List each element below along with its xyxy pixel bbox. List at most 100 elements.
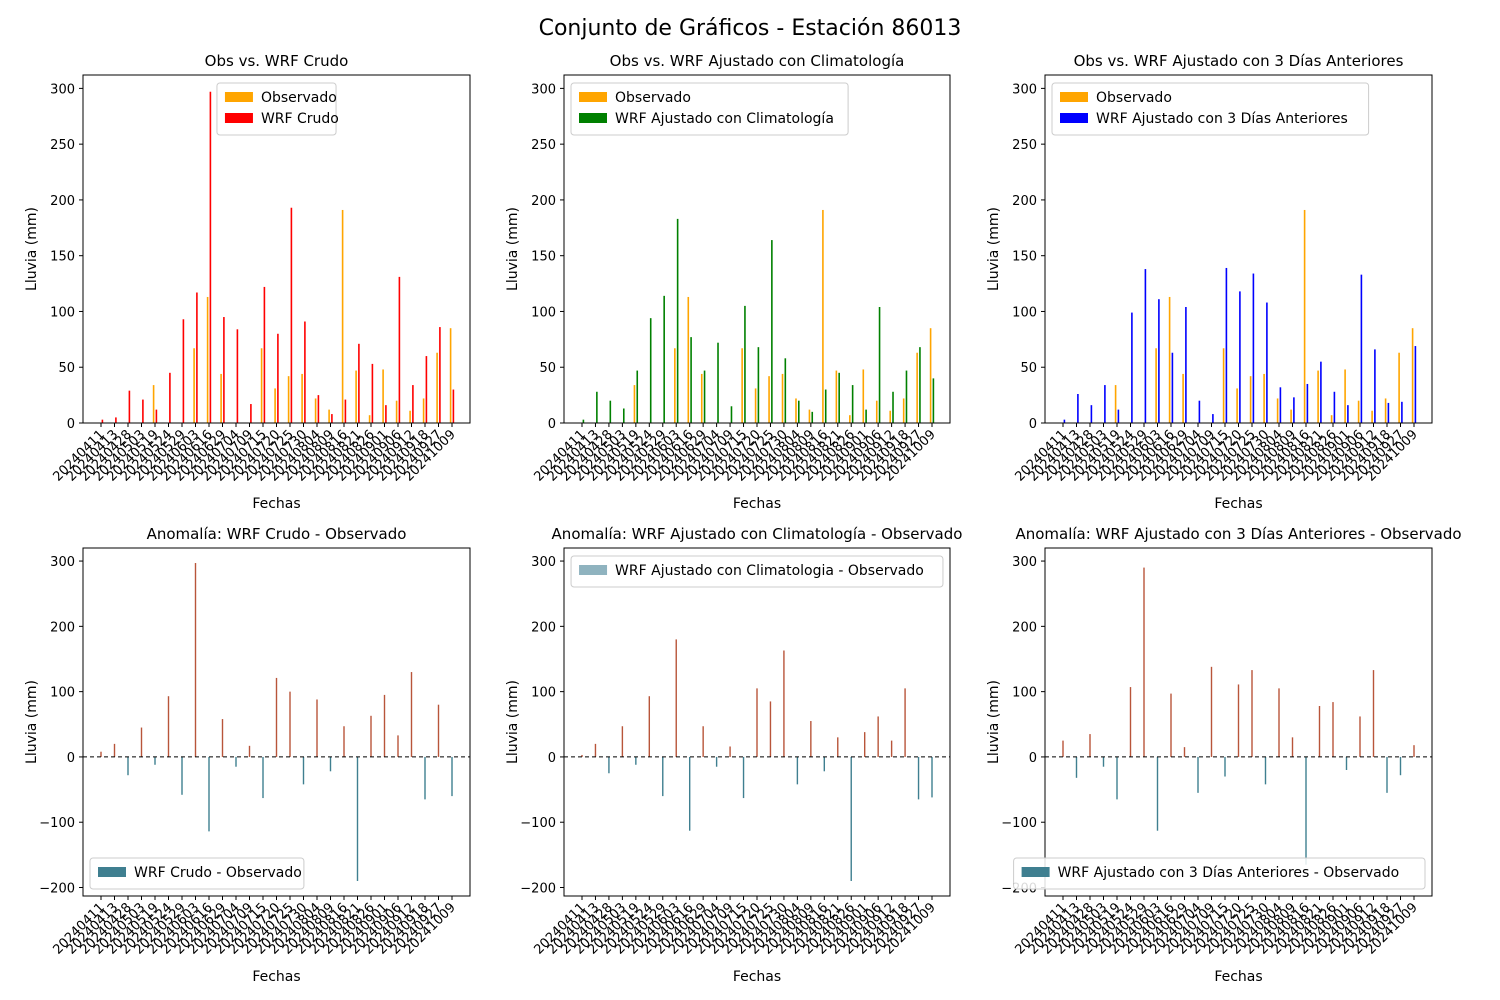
bar-wrf bbox=[331, 414, 333, 423]
bar-wrf bbox=[1212, 414, 1214, 423]
bar-observado bbox=[875, 400, 878, 423]
bar-wrf bbox=[142, 399, 144, 423]
bar-anomaly bbox=[1156, 756, 1159, 831]
bar-wrf bbox=[596, 391, 598, 423]
bar-observado bbox=[355, 370, 357, 423]
y-tick-label: 200 bbox=[531, 620, 556, 635]
bar-observado bbox=[674, 348, 676, 423]
y-tick-label: 0 bbox=[1029, 417, 1037, 432]
bar-wrf bbox=[277, 333, 279, 423]
bar-anomaly bbox=[1251, 670, 1253, 757]
bar-observado bbox=[1357, 400, 1360, 423]
bar-wrf bbox=[824, 389, 827, 423]
bar-anomaly bbox=[783, 650, 785, 757]
bar-anomaly bbox=[742, 756, 745, 799]
bar-observado bbox=[1263, 373, 1265, 423]
bar-observado bbox=[768, 376, 770, 423]
bar-observado bbox=[449, 328, 452, 423]
bar-wrf bbox=[1144, 269, 1147, 423]
y-tick-label: 0 bbox=[67, 751, 75, 766]
y-tick-label: 300 bbox=[1012, 82, 1037, 97]
bar-wrf bbox=[1347, 405, 1349, 423]
y-tick-label: 300 bbox=[50, 555, 75, 570]
bar-anomaly bbox=[662, 756, 664, 797]
bar-wrf bbox=[1306, 383, 1309, 423]
x-axis-label: Fechas bbox=[252, 969, 300, 985]
bar-anomaly bbox=[904, 688, 906, 757]
bar-anomaly bbox=[1116, 756, 1118, 800]
y-tick-label: 100 bbox=[531, 305, 556, 320]
bar-wrf bbox=[622, 408, 625, 423]
bar-wrf bbox=[317, 395, 320, 423]
y-tick-label: 300 bbox=[531, 82, 556, 97]
y-tick-label: 100 bbox=[50, 305, 75, 320]
y-tick-label: 100 bbox=[1012, 305, 1037, 320]
legend: WRF Ajustado con 3 Días Anteriores - Obs… bbox=[1013, 857, 1426, 890]
bar-wrf bbox=[223, 317, 225, 423]
bar-wrf bbox=[344, 399, 347, 423]
legend-label: WRF Crudo bbox=[261, 111, 339, 127]
bar-anomaly bbox=[1359, 716, 1361, 757]
plot-frame bbox=[1044, 547, 1433, 897]
bar-anomaly bbox=[1237, 684, 1240, 757]
bar-wrf bbox=[128, 390, 131, 423]
bar-anomaly bbox=[608, 756, 610, 774]
bar-observado bbox=[808, 409, 811, 423]
bar-wrf bbox=[1077, 394, 1079, 423]
bar-anomaly bbox=[837, 737, 839, 757]
chart-title: Anomalía: WRF Crudo - Observado bbox=[147, 525, 407, 543]
legend-swatch bbox=[1060, 113, 1088, 123]
bar-observado bbox=[849, 415, 851, 423]
y-tick-label: 200 bbox=[50, 194, 75, 209]
bar-anomaly bbox=[1062, 740, 1064, 757]
bar-observado bbox=[314, 398, 317, 423]
bar-anomaly bbox=[370, 715, 372, 757]
bar-wrf bbox=[115, 417, 117, 423]
bar-observado bbox=[1222, 348, 1225, 423]
bar-anomaly bbox=[356, 756, 359, 881]
plot-frame bbox=[563, 547, 951, 897]
y-tick-label: 300 bbox=[1012, 555, 1037, 570]
bar-anomaly bbox=[635, 756, 637, 765]
legend-swatch bbox=[1021, 867, 1050, 877]
bar-observado bbox=[754, 388, 757, 423]
bar-anomaly bbox=[410, 672, 413, 757]
bar-anomaly bbox=[1386, 756, 1388, 793]
bar-anomaly bbox=[1210, 666, 1213, 757]
bar-observado bbox=[1317, 370, 1319, 423]
bar-anomaly bbox=[275, 677, 278, 757]
bar-observado bbox=[1344, 369, 1346, 423]
bar-anomaly bbox=[1143, 567, 1145, 757]
bar-anomaly bbox=[581, 754, 583, 757]
y-tick-label: 0 bbox=[548, 417, 556, 432]
legend-label: WRF Ajustado con 3 Días Anteriores bbox=[1096, 111, 1348, 127]
bar-observado bbox=[633, 385, 636, 423]
x-axis-label: Fechas bbox=[252, 496, 300, 512]
bar-observado bbox=[835, 370, 838, 423]
bar-wrf bbox=[1333, 391, 1336, 423]
bar-anomaly bbox=[756, 688, 758, 757]
legend: WRF Ajustado con Climatologia - Observad… bbox=[570, 555, 944, 588]
bar-wrf bbox=[636, 370, 639, 423]
bar-anomaly bbox=[289, 691, 291, 757]
bar-wrf bbox=[919, 347, 921, 423]
bar-wrf bbox=[385, 405, 387, 423]
legend-label: WRF Ajustado con Climatología bbox=[615, 111, 834, 127]
bar-observado bbox=[274, 388, 276, 423]
legend: Observado WRF Ajustado con Climatología bbox=[570, 82, 849, 136]
legend-swatch bbox=[1060, 92, 1088, 102]
legend-swatch bbox=[579, 565, 608, 575]
legend-box bbox=[570, 82, 849, 136]
bar-observado bbox=[916, 352, 918, 423]
y-tick-label: 300 bbox=[531, 555, 556, 570]
y-tick-label: 200 bbox=[1012, 620, 1037, 635]
bar-wrf bbox=[690, 337, 692, 423]
bar-wrf bbox=[784, 358, 787, 423]
bar-observado bbox=[1371, 410, 1373, 423]
bar-observado bbox=[781, 373, 784, 423]
y-tick-label: 150 bbox=[50, 250, 75, 265]
bar-observado bbox=[368, 415, 371, 423]
bar-observado bbox=[1330, 415, 1333, 423]
bar-wrf bbox=[582, 419, 585, 423]
bar-observado bbox=[328, 409, 330, 423]
